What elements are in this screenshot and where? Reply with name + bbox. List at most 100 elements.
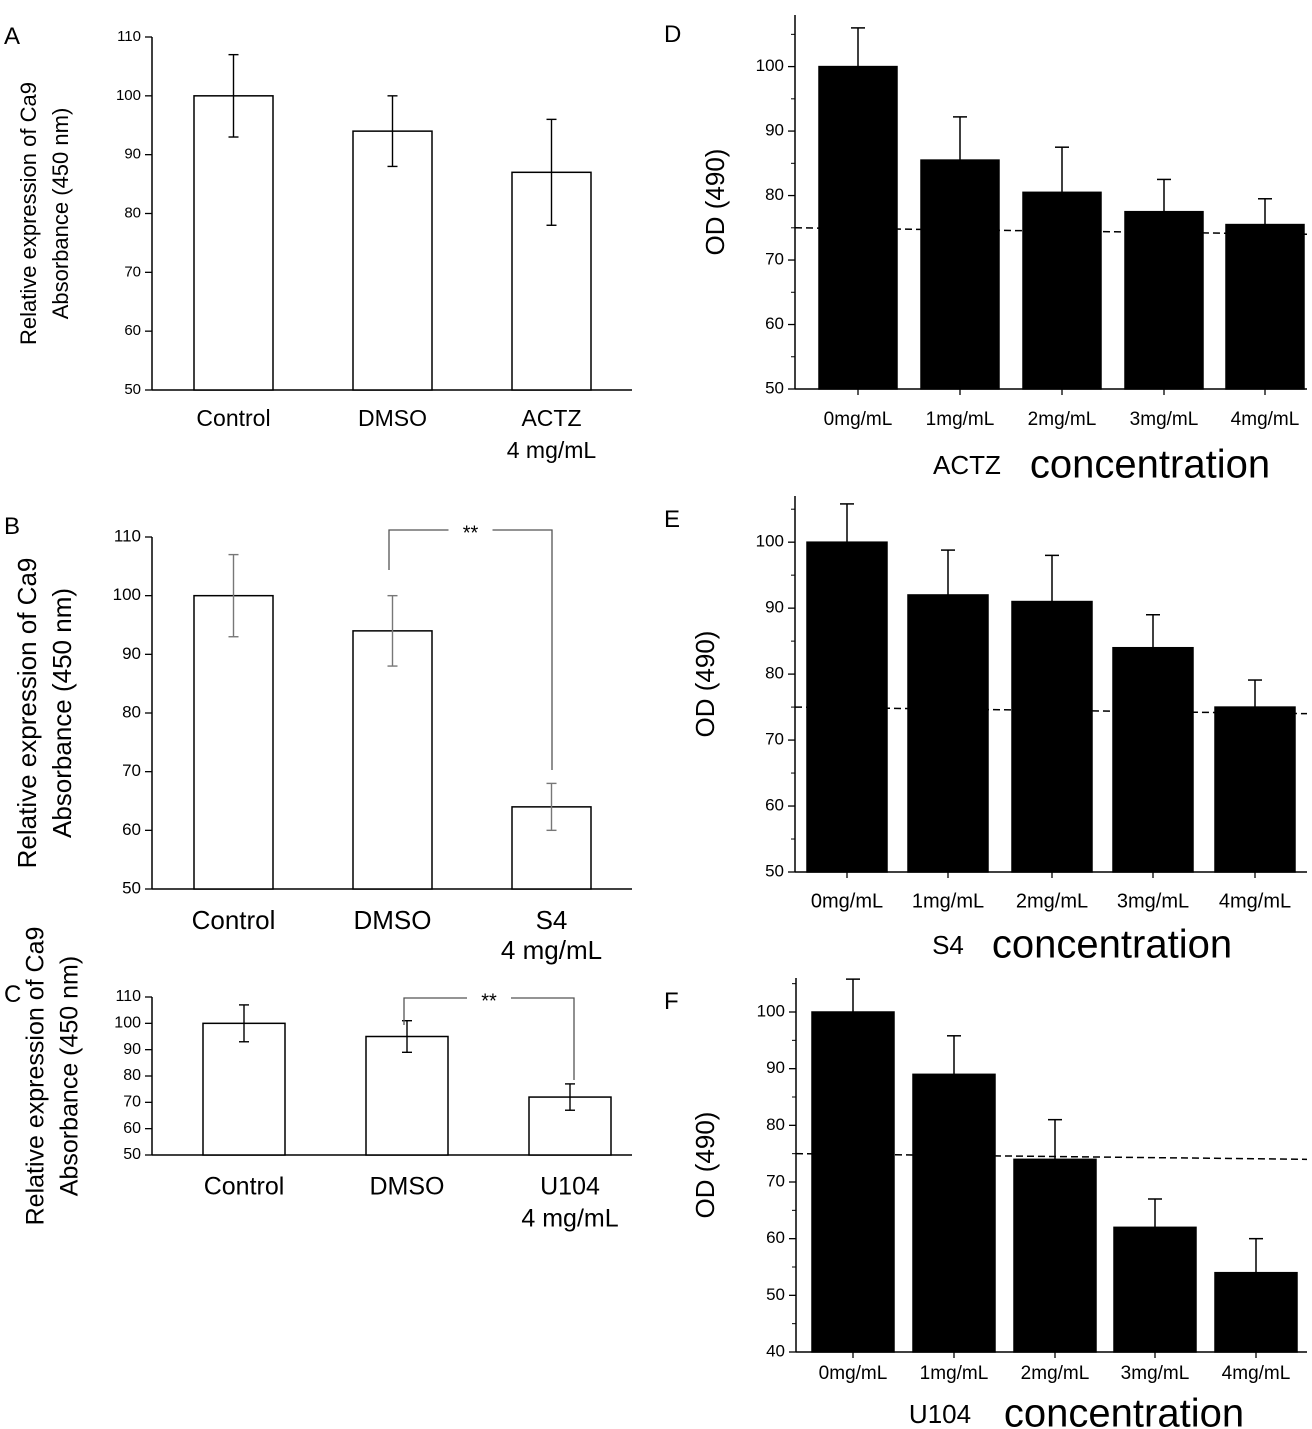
y-tick-label: 100: [116, 87, 141, 104]
y-tick-label: 100: [114, 1015, 141, 1032]
bar: [907, 594, 989, 873]
x-tick-label: ACTZ: [521, 405, 581, 431]
y-tick-label: 70: [122, 761, 141, 780]
y-tick-label: 50: [765, 378, 784, 397]
y-tick-label: 60: [124, 322, 141, 339]
y-tick-label: 60: [123, 1120, 141, 1137]
y-tick-label: 50: [765, 861, 784, 880]
y-tick-label: 110: [117, 28, 141, 45]
x-tick-label: 2mg/mL: [1016, 890, 1088, 912]
bar: [1225, 223, 1305, 390]
y-tick-label: 60: [122, 820, 141, 839]
panel-letter: D: [664, 21, 681, 48]
bar: [1011, 600, 1093, 873]
reference-line: [795, 1152, 1308, 1161]
y-tick-label: 110: [115, 988, 141, 1005]
bar: [365, 1035, 449, 1156]
y-axis-label: Relative expression of Ca9: [16, 82, 41, 345]
y-tick-label: 90: [765, 598, 784, 617]
panel-letter: A: [4, 23, 20, 50]
y-axis-label: Relative expression of Ca9: [22, 927, 50, 1226]
y-tick-label: 80: [124, 204, 141, 221]
bar: [352, 630, 433, 890]
x-axis-label-prefix: ACTZ: [933, 450, 1001, 480]
y-tick-label: 90: [765, 121, 784, 140]
x-tick-label: 3mg/mL: [1117, 890, 1189, 912]
y-tick-label: 70: [123, 1094, 141, 1111]
x-tick-label: 3mg/mL: [1121, 1363, 1190, 1384]
x-tick-label: 1mg/mL: [920, 1363, 989, 1384]
x-tick-label: DMSO: [354, 905, 432, 935]
bar: [920, 159, 1000, 390]
x-tick-label: 4mg/mL: [1231, 409, 1300, 430]
y-tick-label: 90: [122, 644, 141, 663]
bar: [193, 594, 274, 890]
x-tick-label: U104: [540, 1173, 600, 1201]
chart-panel-f: F 40 50 60 70 80 90 100 OD (490) 0mg/mL 1mg/mL 2mg/…: [664, 978, 1308, 1429]
bar: [193, 95, 274, 391]
y-tick-label: 100: [113, 585, 141, 604]
reference-line: [794, 706, 1308, 715]
y-tick-label: 70: [765, 730, 784, 749]
y-tick-label: 110: [114, 526, 141, 545]
y-axis-label: OD (490): [700, 149, 730, 256]
y-tick-label: 70: [124, 263, 141, 280]
chart-panel-e: E 50 60 70 80 90 100 OD (490) 0mg/mL 1mg/mL 2mg/mL…: [664, 496, 1308, 967]
significance-label-bg: [448, 520, 493, 540]
chart-panel-c: C 50 60 70 80 90 100 110 Relative expression of …: [4, 927, 632, 1233]
x-axis-label-prefix: S4: [932, 930, 964, 960]
y-tick-label: 80: [765, 664, 784, 683]
y-axis-label: Relative expression of Ca9: [12, 558, 42, 869]
significance-label: **: [481, 990, 497, 1012]
x-axis-label: concentration: [992, 923, 1232, 967]
bar: [511, 806, 592, 890]
x-tick-label: 4 mg/mL: [507, 437, 597, 463]
y-tick-label: 50: [766, 1285, 785, 1304]
bar: [1214, 1271, 1298, 1353]
bar: [1124, 210, 1204, 390]
x-tick-label: 0mg/mL: [811, 890, 883, 912]
bar: [912, 1073, 996, 1353]
x-tick-label: Control: [196, 405, 270, 431]
x-tick-label: DMSO: [370, 1173, 445, 1201]
bar: [1022, 191, 1102, 390]
x-tick-label: 4mg/mL: [1219, 890, 1291, 912]
x-tick-label: 4 mg/mL: [501, 935, 602, 965]
y-axis-label: OD (490): [690, 1112, 720, 1219]
y-axis-label: Absorbance (450 nm): [48, 108, 73, 320]
y-tick-label: 70: [765, 250, 784, 269]
x-tick-label: 4 mg/mL: [521, 1205, 618, 1233]
x-axis-label: concentration: [1030, 443, 1270, 487]
y-tick-label: 80: [123, 1067, 141, 1084]
x-tick-label: DMSO: [358, 405, 427, 431]
x-tick-label: 2mg/mL: [1028, 409, 1097, 430]
y-tick-label: 60: [765, 314, 784, 333]
x-tick-label: S4: [536, 905, 568, 935]
x-tick-label: 0mg/mL: [824, 409, 893, 430]
x-tick-label: 2mg/mL: [1021, 1363, 1090, 1384]
panel-letter: C: [4, 981, 21, 1008]
bar: [202, 1022, 286, 1156]
panel-letter: F: [664, 988, 679, 1015]
bar: [1013, 1158, 1097, 1353]
bar: [811, 1011, 895, 1353]
y-tick-label: 50: [122, 878, 141, 897]
panel-letter: B: [4, 513, 20, 540]
bar: [1214, 706, 1296, 873]
y-tick-label: 90: [766, 1058, 785, 1077]
y-tick-label: 60: [766, 1228, 785, 1247]
y-tick-label: 80: [122, 702, 141, 721]
bar: [352, 130, 433, 391]
x-tick-label: Control: [192, 905, 276, 935]
y-tick-label: 40: [766, 1341, 785, 1360]
x-tick-label: 1mg/mL: [926, 409, 995, 430]
chart-panel-b: B 50 60 70 80 90 100 110 Relative expression of …: [4, 513, 632, 965]
chart-panel-a: A 50 60 70 80 90 100 110 Relative expression of …: [4, 23, 632, 463]
significance-label-bg: [467, 988, 511, 1008]
y-tick-label: 60: [765, 796, 784, 815]
y-tick-label: 90: [124, 146, 141, 163]
bar: [1112, 646, 1194, 873]
x-tick-label: 0mg/mL: [819, 1363, 888, 1384]
y-axis-label: OD (490): [690, 631, 720, 738]
